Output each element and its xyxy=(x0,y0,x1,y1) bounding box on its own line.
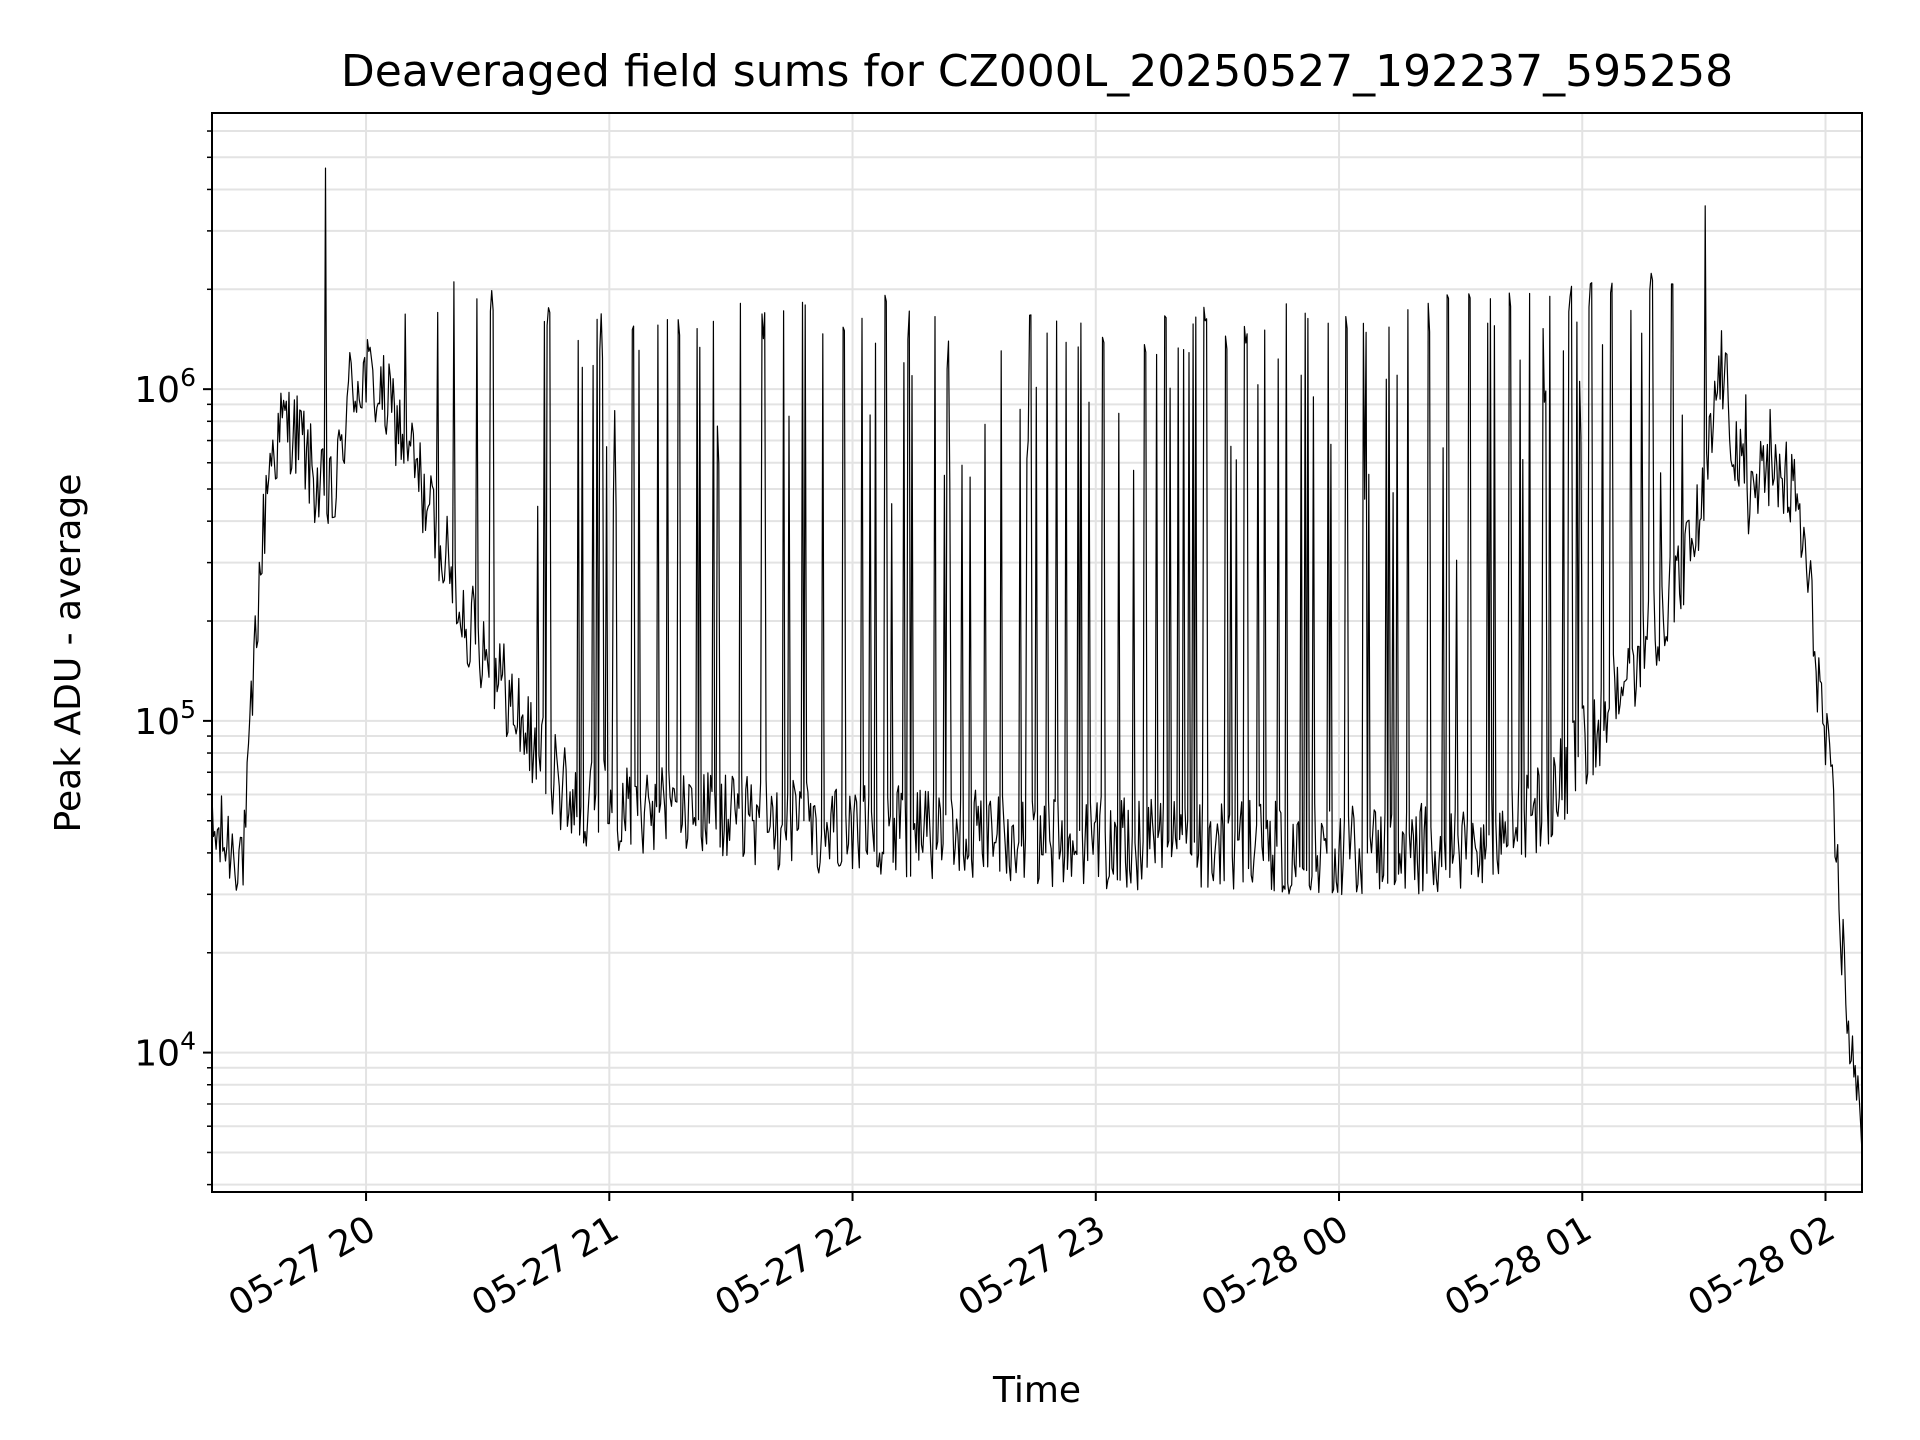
plot-layer xyxy=(211,167,1863,1153)
x-tick-label: 05-28 02 xyxy=(1681,1208,1842,1324)
y-tick-label: 106 xyxy=(134,363,196,411)
x-axis-label: Time xyxy=(992,1370,1081,1411)
y-tick-label: 104 xyxy=(134,1027,196,1075)
series-line xyxy=(211,167,1863,1153)
x-tick-label: 05-27 20 xyxy=(222,1208,383,1324)
y-axis-label: Peak ADU - average xyxy=(48,474,89,833)
x-axis: 05-27 20 05-27 21 05-27 22 05-27 23 05-28 00… xyxy=(222,1192,1842,1325)
plot-frame xyxy=(211,112,1863,1193)
y-tick-label: 105 xyxy=(134,695,196,743)
chart-title: Deaveraged field sums for CZ000L_2025052… xyxy=(341,46,1733,97)
y-axis: 104 105 106 xyxy=(134,130,212,1186)
x-tick-label: 05-28 01 xyxy=(1438,1208,1599,1324)
x-tick-label: 05-27 23 xyxy=(952,1208,1113,1324)
x-tick-label: 05-28 00 xyxy=(1195,1208,1356,1324)
x-tick-label: 05-27 22 xyxy=(708,1208,869,1324)
x-tick-label: 05-27 21 xyxy=(465,1208,626,1324)
